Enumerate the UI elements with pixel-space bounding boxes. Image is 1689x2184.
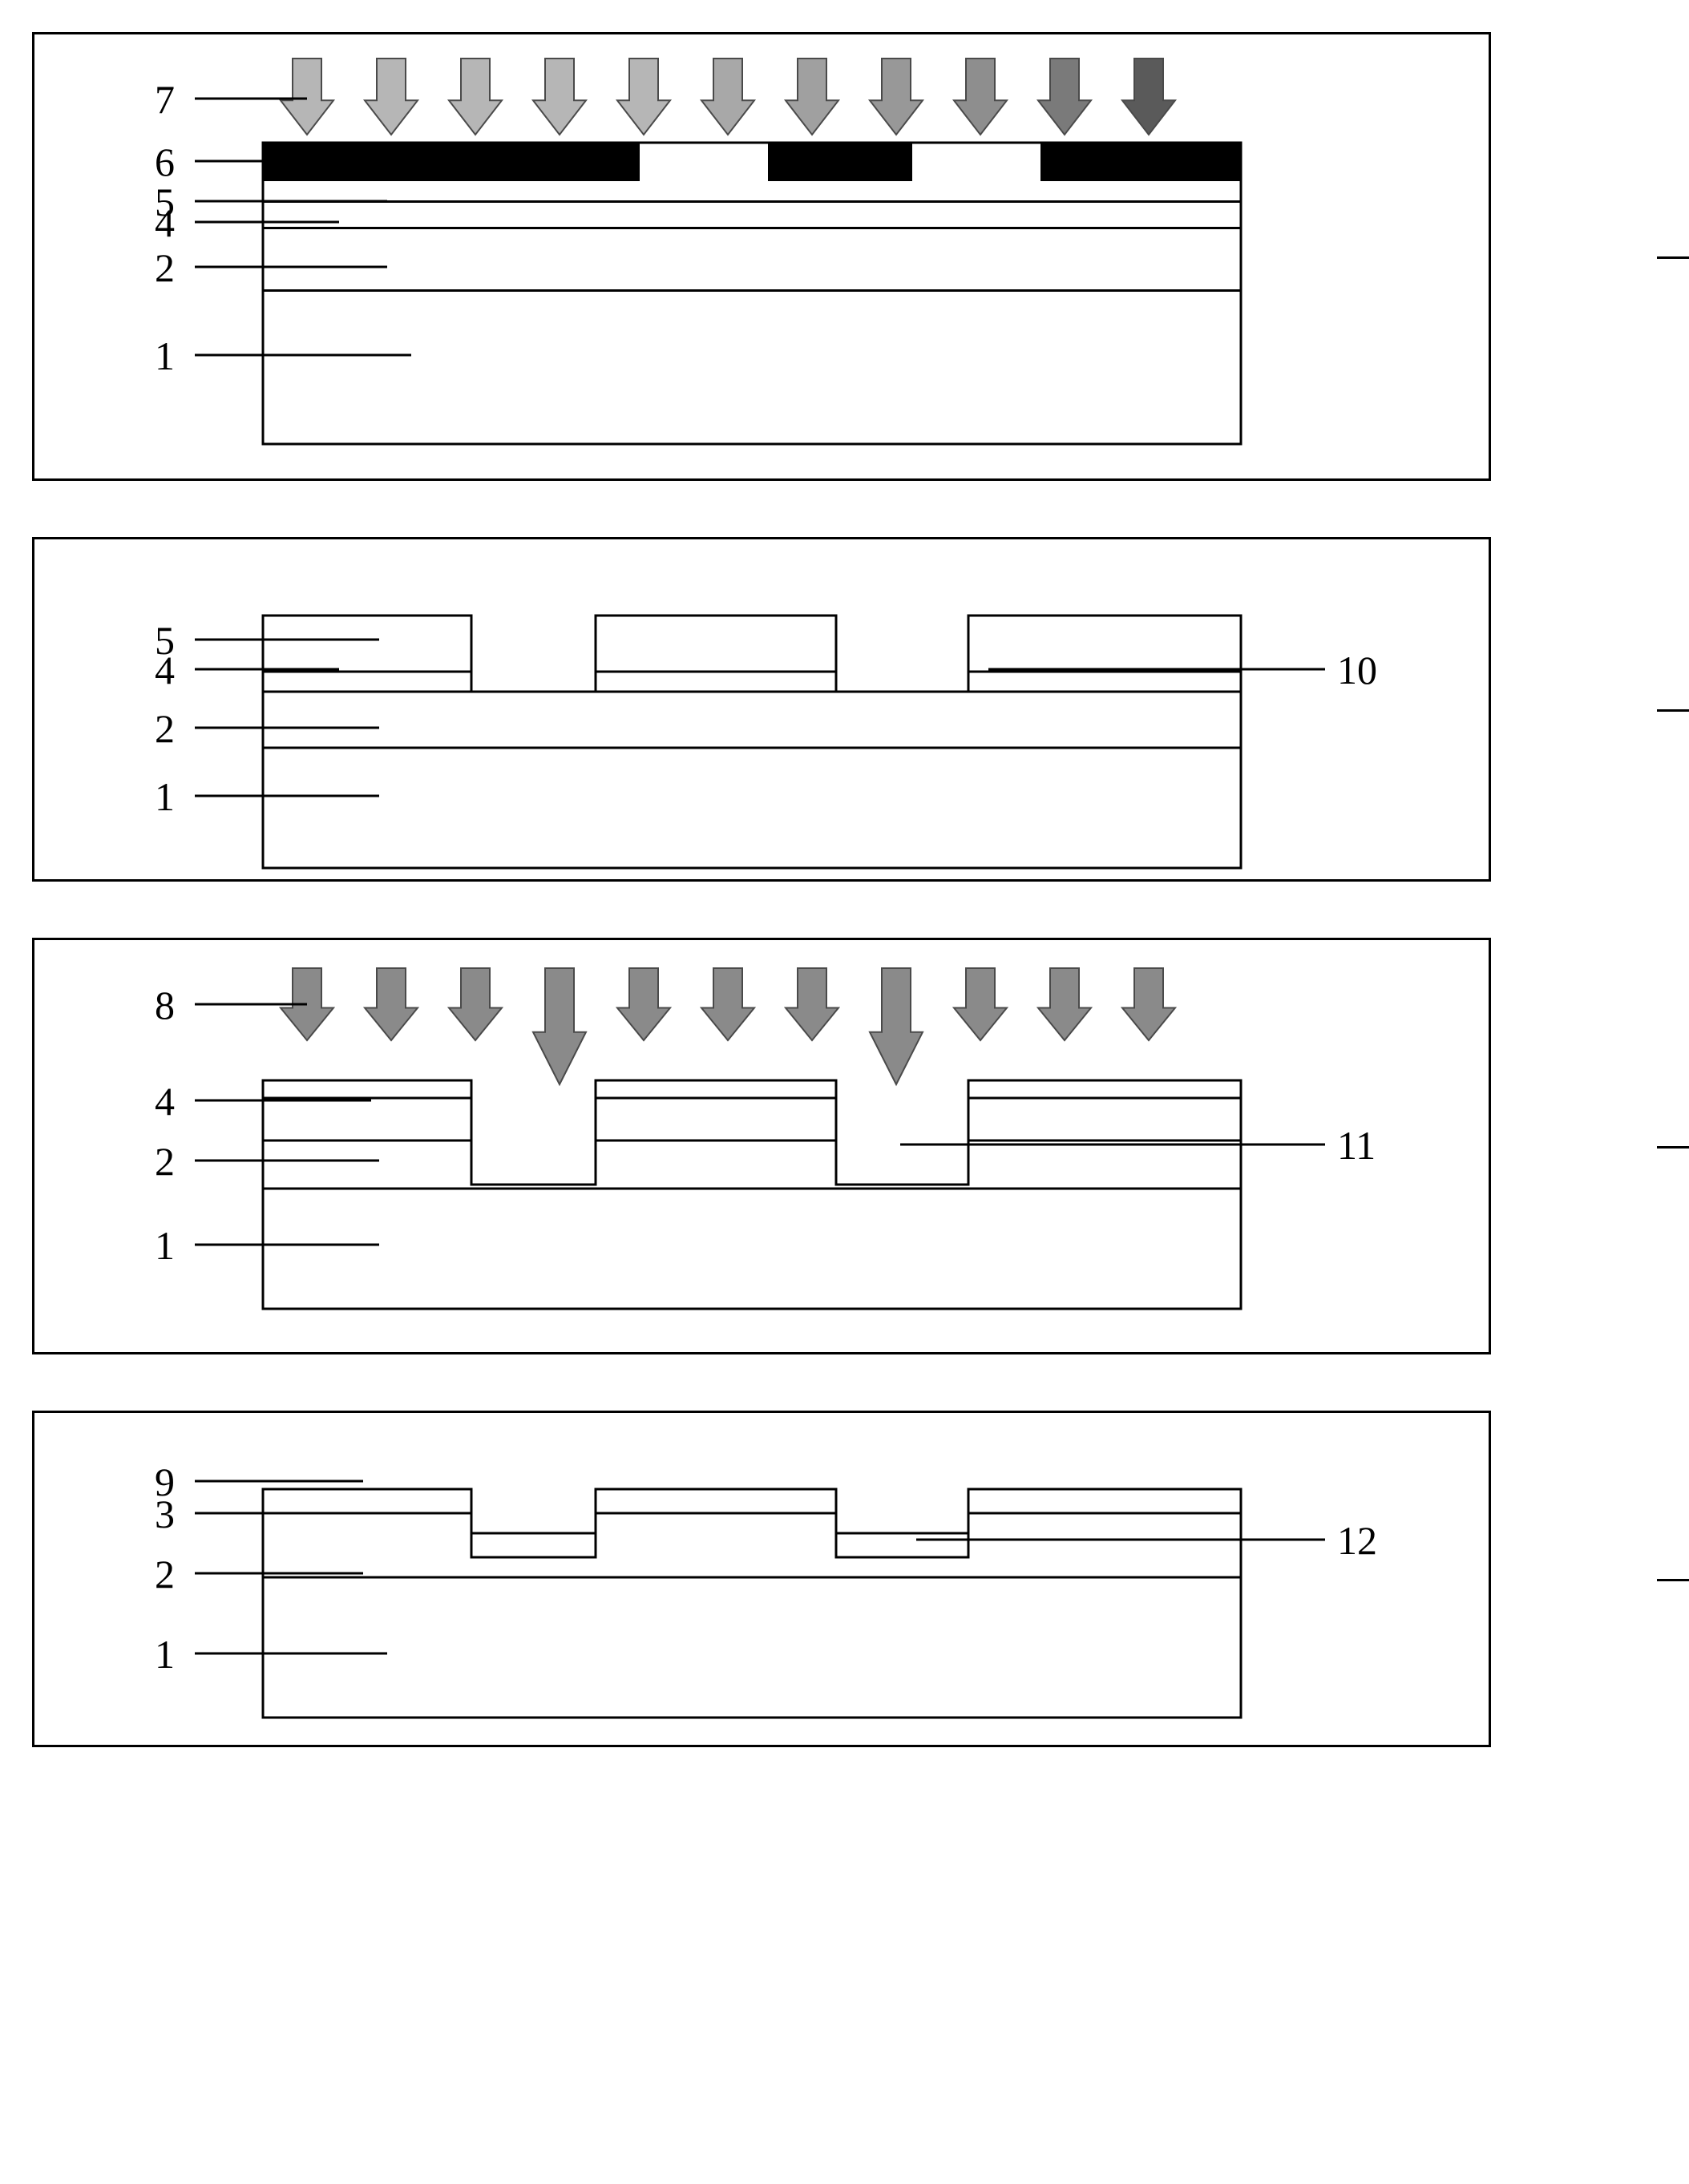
- svg-text:3: 3: [155, 1492, 175, 1536]
- svg-text:2: 2: [155, 1552, 175, 1597]
- panel-16-wrap: 932112 16: [32, 1411, 1657, 1747]
- svg-text:2: 2: [155, 1139, 175, 1184]
- panel-16-tick: [1657, 1579, 1689, 1581]
- panel-13-tick: [1657, 256, 1689, 259]
- svg-text:4: 4: [155, 648, 175, 692]
- svg-text:1: 1: [155, 1632, 175, 1677]
- svg-text:1: 1: [155, 774, 175, 819]
- panel-16-box: 932112: [32, 1411, 1491, 1747]
- svg-text:4: 4: [155, 200, 175, 245]
- panel-14-svg: 542110: [34, 539, 1493, 884]
- panel-14-wrap: 542110 14: [32, 537, 1657, 882]
- svg-text:11: 11: [1337, 1123, 1376, 1168]
- panel-14-box: 542110: [32, 537, 1491, 882]
- svg-text:4: 4: [155, 1079, 175, 1124]
- svg-text:1: 1: [155, 1223, 175, 1268]
- panel-15-wrap: 842111 15: [32, 938, 1657, 1354]
- panel-16-svg: 932112: [34, 1413, 1493, 1750]
- svg-text:6: 6: [155, 139, 175, 184]
- process-flow-figure: 765421 13 542110 14 842111 15 932112 16: [32, 32, 1657, 1747]
- panel-14-tick: [1657, 709, 1689, 712]
- panel-13-box: 765421: [32, 32, 1491, 481]
- panel-15-svg: 842111: [34, 940, 1493, 1357]
- panel-13-svg: 765421: [34, 34, 1493, 483]
- svg-text:2: 2: [155, 245, 175, 290]
- panel-15-box: 842111: [32, 938, 1491, 1354]
- panel-13-wrap: 765421 13: [32, 32, 1657, 481]
- svg-text:8: 8: [155, 983, 175, 1027]
- svg-text:7: 7: [155, 77, 175, 122]
- svg-text:10: 10: [1337, 648, 1377, 692]
- panel-15-tick: [1657, 1146, 1689, 1149]
- svg-text:2: 2: [155, 706, 175, 751]
- svg-text:12: 12: [1337, 1518, 1377, 1563]
- svg-text:1: 1: [155, 333, 175, 378]
